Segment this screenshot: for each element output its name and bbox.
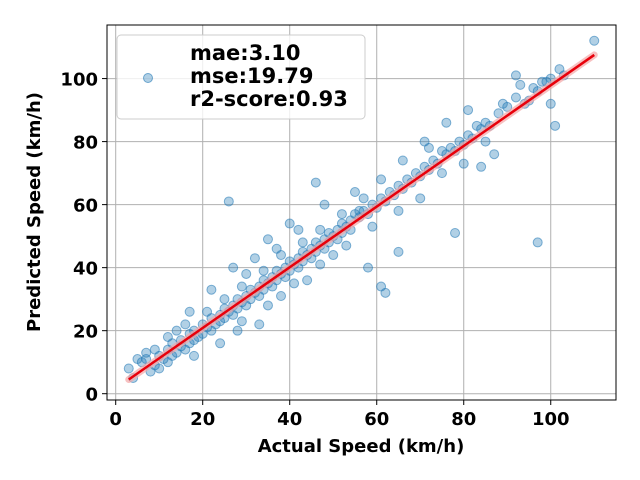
legend-r2: r2-score:0.93 — [190, 87, 348, 111]
scatter-point — [510, 92, 521, 103]
scatter-point — [162, 331, 173, 342]
scatter-point — [319, 199, 330, 210]
legend-box — [116, 34, 366, 120]
scatter-point — [219, 294, 230, 305]
scatter-point — [415, 193, 426, 204]
scatter-point — [376, 174, 387, 185]
scatter-point — [476, 161, 487, 172]
scatter-point — [489, 149, 500, 160]
x-axis-label: Actual Speed (km/h) — [258, 436, 465, 457]
scatter-point — [302, 275, 313, 286]
scatter-point — [328, 250, 339, 261]
scatter-point — [202, 306, 213, 317]
scatter-point — [180, 319, 191, 330]
scatter-point — [441, 117, 452, 128]
scatter-point — [458, 158, 469, 169]
scatter-point — [419, 136, 430, 147]
x-axis-ticks: 0 20 40 60 80 100 — [109, 400, 570, 430]
scatter-point — [171, 325, 182, 336]
scatter-point — [154, 363, 165, 374]
x-tick-label: 20 — [190, 409, 215, 430]
scatter-point — [510, 70, 521, 81]
y-tick-label: 0 — [85, 385, 98, 406]
x-tick-label: 100 — [532, 409, 570, 430]
scatter-point — [284, 218, 295, 229]
scatter-point — [397, 155, 408, 166]
scatter-point — [367, 221, 378, 232]
y-tick-label: 80 — [73, 133, 98, 154]
scatter-point — [545, 98, 556, 109]
legend-marker — [143, 73, 153, 83]
scatter-point — [315, 259, 326, 270]
scatter-point — [393, 246, 404, 257]
scatter-point — [254, 319, 265, 330]
plot-frame — [106, 24, 617, 401]
y-tick-label: 20 — [73, 322, 98, 343]
legend: mae:3.10 mse:19.79 r2-score:0.93 — [116, 34, 366, 120]
scatter-point — [376, 281, 387, 292]
scatter-point — [276, 291, 287, 302]
y-axis-ticks: 0 20 40 60 80 100 — [60, 70, 107, 406]
scatter-point — [293, 224, 304, 235]
scatter-point — [149, 344, 160, 355]
scatter-point — [262, 300, 273, 311]
y-tick-label: 40 — [73, 259, 98, 280]
x-tick-label: 80 — [451, 409, 476, 430]
scatter-point — [236, 316, 247, 327]
scatter-point — [123, 363, 134, 374]
scatter-point — [223, 196, 234, 207]
fit-line — [128, 53, 595, 381]
scatter-point — [236, 281, 247, 292]
fit-line-group — [125, 51, 598, 384]
scatter-point — [184, 306, 195, 317]
scatter-point — [228, 262, 239, 273]
scatter-point — [336, 209, 347, 220]
scatter-point — [315, 224, 326, 235]
scatter-point — [341, 240, 352, 251]
scatter-point — [358, 193, 369, 204]
scatter-point — [349, 187, 360, 198]
scatter-point — [276, 250, 287, 261]
scatter-point — [206, 284, 217, 295]
scatter-point — [393, 205, 404, 216]
scatter-point — [215, 338, 226, 349]
scatter-point — [363, 262, 374, 273]
scatter-point — [532, 237, 543, 248]
scatter-point — [497, 98, 508, 109]
scatter-point — [297, 237, 308, 248]
y-tick-label: 100 — [60, 70, 98, 91]
scatter-point — [589, 35, 600, 46]
legend-mse: mse:19.79 — [190, 64, 313, 88]
y-tick-label: 60 — [73, 196, 98, 217]
x-tick-label: 0 — [109, 409, 122, 430]
scatter-point — [289, 278, 300, 289]
scatter-point — [480, 136, 491, 147]
x-tick-label: 60 — [364, 409, 389, 430]
scatter-point — [241, 268, 252, 279]
scatter-point — [450, 227, 461, 238]
legend-mae: mae:3.10 — [190, 41, 301, 65]
scatter-point — [249, 253, 260, 264]
x-tick-label: 40 — [277, 409, 302, 430]
scatter-point — [189, 350, 200, 361]
scatter-point — [258, 265, 269, 276]
scatter-point — [515, 79, 526, 90]
scatter-point — [262, 234, 273, 245]
scatter-point — [310, 177, 321, 188]
scatter-point — [436, 168, 447, 179]
scatter-point — [550, 120, 561, 131]
y-axis-label: Predicted Speed (km/h) — [24, 92, 45, 332]
scatter-point — [232, 325, 243, 336]
scatter-point — [463, 105, 474, 116]
